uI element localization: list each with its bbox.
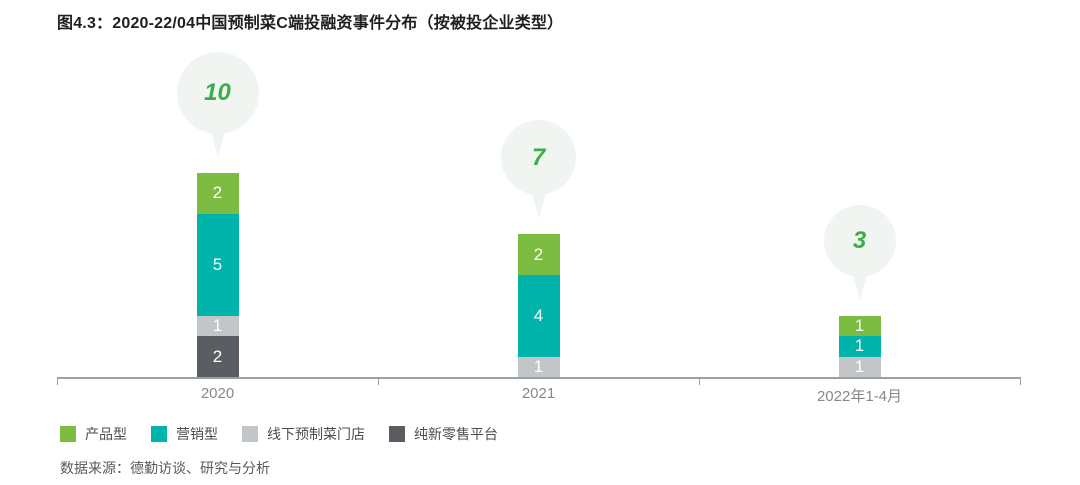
total-bubble: 10 — [176, 52, 259, 134]
legend-swatch-marketing — [151, 426, 167, 442]
legend-swatch-offline_store — [242, 426, 258, 442]
bubble-tail-icon — [530, 189, 547, 220]
legend-swatch-new_retail — [389, 426, 405, 442]
x-axis-label: 2022年1-4月 — [816, 388, 903, 405]
bubble-tail-icon — [209, 128, 226, 158]
x-axis-tick — [1020, 377, 1021, 385]
legend-label: 线下预制菜门店 — [267, 426, 365, 442]
bar-segment-marketing: 1 — [838, 336, 881, 357]
legend-label: 产品型 — [85, 426, 127, 442]
legend-item-product: 产品型 — [60, 424, 127, 444]
bar-segment-offline_store: 1 — [838, 356, 881, 377]
legend-item-marketing: 营销型 — [151, 424, 218, 444]
bar-segment-offline_store: 1 — [517, 356, 560, 377]
legend-swatch-product — [60, 426, 76, 442]
legend-label: 营销型 — [176, 426, 218, 442]
bar-segment-product: 1 — [838, 315, 881, 337]
legend-item-new_retail: 纯新零售平台 — [389, 424, 498, 444]
legend-item-offline_store: 线下预制菜门店 — [242, 424, 365, 444]
x-axis-tick — [699, 377, 700, 385]
bar-segment-product: 2 — [517, 234, 560, 275]
source-note: 数据来源：德勤访谈、研究与分析 — [60, 460, 270, 476]
figure-title: 图4.3：2020-22/04中国预制菜C端投融资事件分布（按被投企业类型） — [57, 15, 564, 32]
bar-segment-marketing: 5 — [196, 213, 239, 316]
bar-segment-product: 2 — [196, 173, 239, 214]
bar-segment-offline_store: 1 — [196, 315, 239, 337]
bar-segment-marketing: 4 — [517, 275, 560, 357]
total-bubble: 7 — [501, 120, 576, 196]
bar-segment-new_retail: 2 — [196, 336, 239, 377]
total-bubble: 3 — [823, 204, 896, 277]
legend: 产品型 营销型 线下预制菜门店 纯新零售平台 — [60, 424, 498, 444]
x-axis-label: 2021 — [521, 385, 556, 402]
x-axis-label: 2020 — [200, 385, 235, 402]
legend-label: 纯新零售平台 — [414, 426, 498, 442]
x-axis-line — [57, 377, 1020, 379]
x-axis-tick — [57, 377, 58, 385]
x-axis-tick — [378, 377, 379, 385]
bubble-tail-icon — [851, 270, 868, 301]
